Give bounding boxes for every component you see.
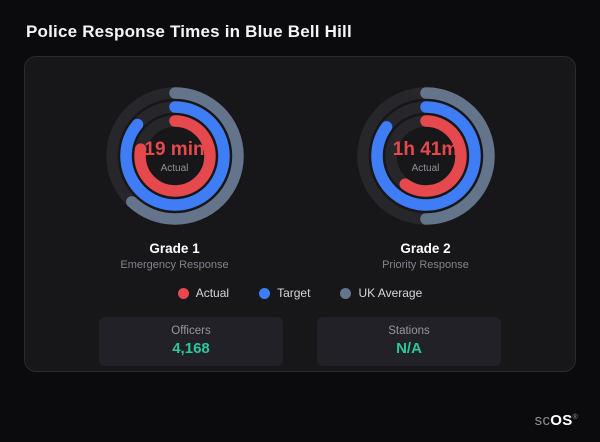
stat-officers-label: Officers: [171, 325, 211, 337]
grade-1-title: Grade 1: [149, 241, 200, 256]
stat-officers: Officers 4,168: [99, 317, 283, 366]
scos-logo: scOS®: [535, 412, 578, 429]
registered-mark-icon: ®: [572, 414, 578, 421]
grade-2-rings: [351, 81, 501, 231]
page-title: Police Response Times in Blue Bell Hill: [26, 22, 352, 41]
legend-label-target: Target: [277, 286, 311, 300]
gauges-row: 19 min Actual Grade 1 Emergency Response…: [49, 81, 551, 271]
stat-stations: Stations N/A: [317, 317, 501, 366]
stat-stations-value: N/A: [396, 340, 422, 357]
stat-officers-value: 4,168: [172, 340, 210, 357]
legend-item-uk-average[interactable]: UK Average: [340, 286, 422, 300]
grade-2-subtitle: Priority Response: [382, 259, 469, 271]
legend-item-target[interactable]: Target: [259, 286, 310, 300]
stat-stations-label: Stations: [388, 325, 430, 337]
grade-2-title: Grade 2: [400, 241, 451, 256]
legend-dot-actual: [177, 287, 189, 299]
grade-1-rings: [100, 81, 250, 231]
scos-logo-suffix: OS: [550, 412, 573, 429]
screen: { "page": { "title": "Police Response Ti…: [0, 22, 600, 442]
legend-dot-target: [259, 287, 271, 299]
legend-dot-uk-average: [340, 287, 352, 299]
chart-legend: Actual Target UK Average: [49, 286, 551, 300]
grade-1-subtitle: Emergency Response: [120, 259, 229, 271]
gauge-grade-2: 1h 41m Actual Grade 2 Priority Response: [310, 81, 541, 271]
legend-label-actual: Actual: [195, 286, 230, 300]
scos-logo-prefix: sc: [534, 412, 551, 429]
legend-item-actual[interactable]: Actual: [177, 286, 230, 300]
stats-row: Officers 4,168 Stations N/A: [99, 317, 501, 366]
gauge-grade-1: 19 min Actual Grade 1 Emergency Response: [59, 81, 290, 271]
legend-label-uk-average: UK Average: [358, 286, 423, 300]
response-times-card: 19 min Actual Grade 1 Emergency Response…: [24, 56, 576, 372]
grade-1-radial-chart: 19 min Actual: [100, 81, 250, 231]
grade-2-radial-chart: 1h 41m Actual: [351, 81, 501, 231]
